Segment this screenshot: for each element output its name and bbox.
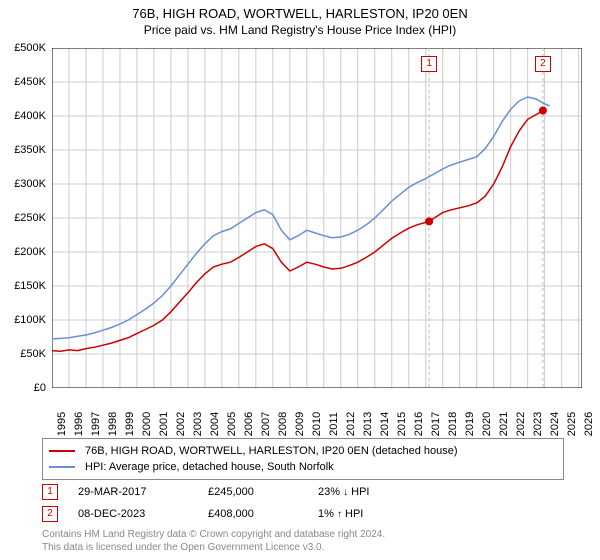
x-tick-label: 2006	[243, 412, 255, 436]
x-tick-label: 2012	[345, 412, 357, 436]
x-tick-label: 2022	[515, 412, 527, 436]
x-tick-label: 2024	[549, 412, 561, 436]
sale-row-1: 1 29-MAR-2017 £245,000 23% ↓ HPI	[42, 484, 564, 500]
arrow-down-icon: ↓	[343, 487, 348, 498]
legend-label: 76B, HIGH ROAD, WORTWELL, HARLESTON, IP2…	[85, 445, 458, 457]
sale-marker-1: 1	[42, 484, 58, 500]
x-tick-label: 2019	[464, 412, 476, 436]
x-tick-label: 1996	[73, 412, 85, 436]
chart-marker-1: 1	[421, 56, 437, 72]
x-tick-label: 2000	[141, 412, 153, 436]
sale-diff-1: 23% ↓ HPI	[318, 486, 418, 498]
y-tick-label: £300K	[14, 178, 46, 190]
x-tick-label: 2015	[396, 412, 408, 436]
y-tick-label: £100K	[14, 314, 46, 326]
y-tick-label: £500K	[14, 42, 46, 54]
y-tick-label: £150K	[14, 280, 46, 292]
y-tick-label: £50K	[20, 348, 46, 360]
x-tick-label: 2002	[175, 412, 187, 436]
y-tick-label: £200K	[14, 246, 46, 258]
x-tick-label: 2021	[498, 412, 510, 436]
sale-price-2: £408,000	[208, 508, 298, 520]
y-tick-label: £0	[34, 382, 46, 394]
x-tick-label: 2010	[311, 412, 323, 436]
chart-svg	[52, 48, 582, 388]
x-tick-label: 1998	[107, 412, 119, 436]
title-block: 76B, HIGH ROAD, WORTWELL, HARLESTON, IP2…	[0, 0, 600, 37]
x-axis-labels: 1995 1996 1997 1998 1999 2000 2001 2002 2003 2004…	[52, 390, 582, 440]
footer-text: Contains HM Land Registry data © Crown c…	[42, 528, 385, 554]
legend-item: 76B, HIGH ROAD, WORTWELL, HARLESTON, IP2…	[49, 443, 557, 459]
chart-marker-2: 2	[535, 56, 551, 72]
arrow-up-icon: ↑	[337, 509, 342, 520]
sale-date-2: 08-DEC-2023	[78, 508, 188, 520]
sale-date-1: 29-MAR-2017	[78, 486, 188, 498]
x-tick-label: 2009	[294, 412, 306, 436]
y-tick-label: £350K	[14, 144, 46, 156]
x-tick-label: 2018	[447, 412, 459, 436]
x-tick-label: 2005	[226, 412, 238, 436]
chart-subtitle: Price paid vs. HM Land Registry's House …	[0, 23, 600, 37]
x-tick-label: 2008	[277, 412, 289, 436]
x-tick-label: 2025	[566, 412, 578, 436]
chart-container: 76B, HIGH ROAD, WORTWELL, HARLESTON, IP2…	[0, 0, 600, 560]
x-tick-label: 1997	[90, 412, 102, 436]
x-tick-label: 2004	[209, 412, 221, 436]
x-tick-label: 2023	[532, 412, 544, 436]
sale-diff-2: 1% ↑ HPI	[318, 508, 418, 520]
x-tick-label: 2001	[158, 412, 170, 436]
legend-swatch	[49, 450, 75, 452]
sale-row-2: 2 08-DEC-2023 £408,000 1% ↑ HPI	[42, 506, 564, 522]
x-tick-label: 2014	[379, 412, 391, 436]
x-tick-label: 2020	[481, 412, 493, 436]
legend-label: HPI: Average price, detached house, Sout…	[85, 461, 334, 473]
y-tick-label: £450K	[14, 76, 46, 88]
footer-line-2: This data is licensed under the Open Gov…	[42, 541, 385, 554]
chart-area: 12	[52, 48, 582, 388]
chart-title: 76B, HIGH ROAD, WORTWELL, HARLESTON, IP2…	[0, 6, 600, 21]
x-tick-label: 2007	[260, 412, 272, 436]
y-axis-labels: £0£50K£100K£150K£200K£250K£300K£350K£400…	[0, 48, 50, 388]
x-tick-label: 2011	[328, 412, 340, 436]
x-tick-label: 2016	[413, 412, 425, 436]
x-tick-label: 2003	[192, 412, 204, 436]
legend-box: 76B, HIGH ROAD, WORTWELL, HARLESTON, IP2…	[42, 438, 564, 480]
legend-swatch	[49, 466, 75, 468]
x-tick-label: 1999	[124, 412, 136, 436]
x-tick-label: 1995	[56, 412, 68, 436]
x-tick-label: 2017	[430, 412, 442, 436]
sale-price-1: £245,000	[208, 486, 298, 498]
x-tick-label: 2013	[362, 412, 374, 436]
legend-item: HPI: Average price, detached house, Sout…	[49, 459, 557, 475]
y-tick-label: £400K	[14, 110, 46, 122]
sale-marker-2: 2	[42, 506, 58, 522]
y-tick-label: £250K	[14, 212, 46, 224]
x-tick-label: 2026	[583, 412, 595, 436]
footer-line-1: Contains HM Land Registry data © Crown c…	[42, 528, 385, 541]
